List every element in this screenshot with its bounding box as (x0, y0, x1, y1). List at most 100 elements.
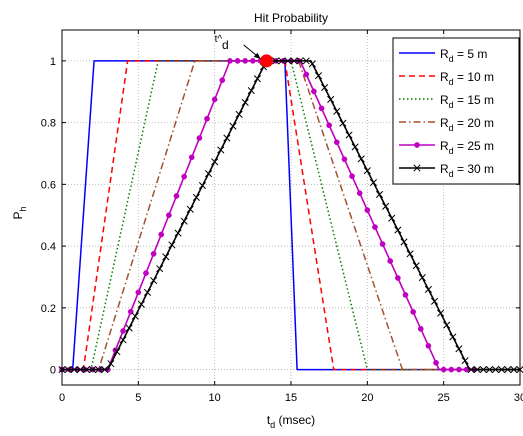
x-tick-label: 15 (285, 392, 297, 404)
legend-entry-4: Rd = 20 m (399, 116, 494, 133)
marker-stroke (449, 333, 457, 341)
series-marker (113, 348, 121, 356)
series-marker (88, 366, 97, 374)
series-marker (448, 366, 455, 373)
marker-stroke (510, 366, 518, 374)
marker-stroke (235, 110, 243, 118)
marker-stroke (302, 57, 310, 65)
series-marker (101, 366, 109, 374)
series-marker (467, 366, 475, 374)
series-marker (180, 217, 188, 225)
x-tick-label: 20 (361, 392, 373, 404)
series-line (62, 60, 520, 371)
series-marker (349, 173, 355, 180)
series-marker (70, 366, 78, 374)
y-tick-label: 0.4 (41, 241, 56, 253)
series-marker (198, 181, 207, 190)
marker-stroke (357, 155, 365, 163)
series-marker (406, 250, 414, 258)
series-marker (363, 167, 371, 175)
legend-label: Rd = 15 m (440, 93, 494, 110)
series-marker (131, 312, 139, 320)
marker-stroke (492, 366, 500, 374)
series-marker (341, 156, 348, 163)
series-marker (125, 324, 133, 332)
series-marker (333, 139, 340, 146)
marker-stroke (437, 309, 445, 317)
legend-marker (413, 164, 421, 172)
series-marker (382, 202, 390, 210)
marker-stroke (180, 217, 188, 225)
series-6 (58, 57, 523, 374)
marker-stroke (223, 134, 231, 142)
series-marker (120, 328, 126, 334)
legend-label: Rd = 25 m (440, 139, 494, 156)
legend-entry-6: Rd = 30 m (399, 162, 494, 179)
marker-stroke (192, 193, 200, 201)
legend-box (392, 37, 520, 185)
marker-stroke (156, 265, 164, 273)
series-marker (235, 110, 243, 118)
marker-stroke (321, 84, 329, 92)
legend-label: Rd = 30 m (440, 162, 494, 179)
series-marker (166, 212, 172, 219)
series-marker (351, 143, 359, 151)
marker-stroke (131, 312, 139, 320)
marker-stroke (327, 95, 335, 104)
series-marker (196, 135, 203, 141)
annotation-point (260, 54, 274, 68)
x-axis-label: td (msec) (267, 413, 315, 430)
marker-stroke (70, 366, 78, 374)
series-marker (433, 359, 439, 366)
series-marker (168, 241, 176, 249)
x-tick-label: 30 (514, 392, 523, 404)
marker-stroke (443, 321, 451, 329)
marker-stroke (143, 288, 152, 296)
series-marker (234, 58, 241, 64)
marker-stroke (485, 366, 494, 374)
series-marker (375, 190, 384, 198)
marker-stroke (253, 75, 261, 83)
marker-stroke (64, 366, 72, 374)
marker-stroke (418, 273, 426, 282)
series-marker (205, 170, 213, 178)
legend-entry-1: Rd = 5 m (399, 47, 487, 64)
marker-stroke (394, 226, 402, 234)
series-marker (479, 366, 487, 374)
marker-stroke (95, 366, 103, 374)
marker-stroke (186, 205, 194, 213)
marker-stroke (382, 202, 390, 210)
marker-stroke (308, 60, 316, 68)
marker-stroke (150, 276, 158, 285)
series-marker (137, 300, 145, 308)
series-marker (242, 58, 249, 64)
marker-stroke (314, 72, 323, 80)
series-marker (510, 366, 518, 374)
series-marker (412, 262, 420, 270)
marker-stroke (461, 357, 469, 365)
series-marker (150, 250, 157, 257)
marker-stroke (351, 143, 359, 151)
marker-stroke (339, 119, 347, 127)
legend: Rd = 5 m Rd = 10 m Rd = 15 m Rd = 20 m Rd = … (392, 37, 520, 185)
series-marker (158, 231, 165, 238)
marker-stroke (406, 250, 414, 258)
chart-title: Hit Probability (254, 11, 328, 25)
x-tick-label: 10 (209, 392, 221, 404)
y-axis-label: Ph (11, 206, 28, 219)
series-marker (64, 366, 72, 374)
series-marker (217, 146, 225, 154)
marker-stroke (205, 170, 213, 178)
legend-label: Rd = 20 m (440, 116, 494, 133)
y-tick-label: 0.6 (41, 179, 56, 191)
marker-stroke (504, 366, 512, 374)
series-marker (253, 75, 261, 83)
series-marker (290, 57, 298, 65)
series-marker (76, 366, 84, 374)
series-marker (284, 57, 292, 65)
series-marker (492, 366, 500, 374)
x-tick-label: 25 (438, 392, 450, 404)
marker-stroke (424, 285, 432, 293)
series-marker (387, 258, 394, 264)
marker-stroke (125, 324, 133, 332)
